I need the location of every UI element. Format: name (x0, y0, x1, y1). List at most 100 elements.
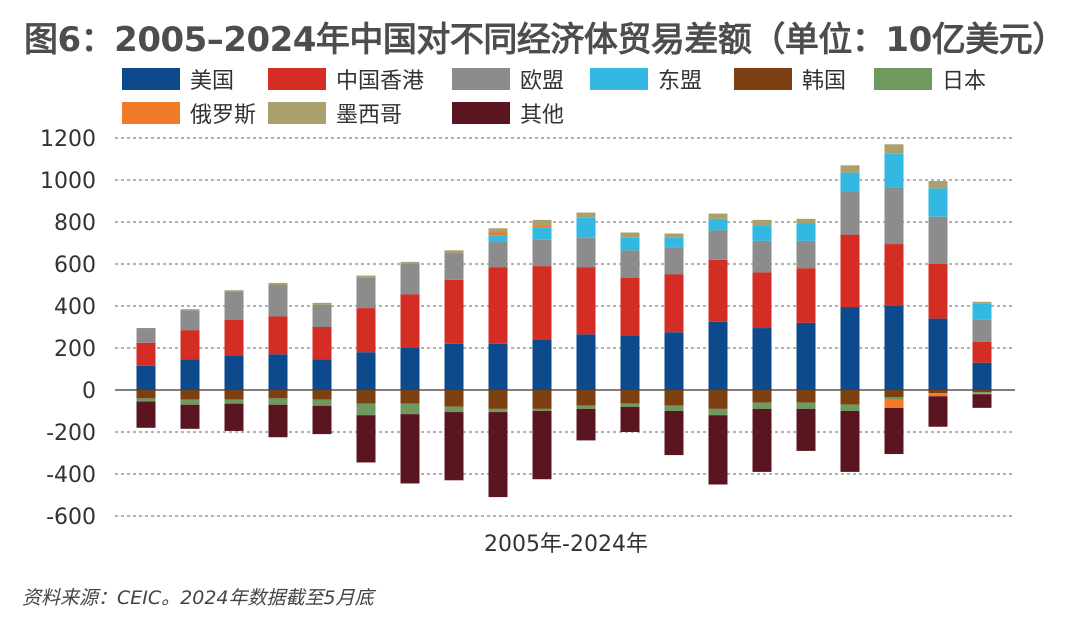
legend-item: 日本 (874, 66, 986, 94)
bar-segment (884, 153, 904, 188)
bar-segment (972, 394, 992, 408)
legend-label: 美国 (190, 69, 235, 94)
bar-segment (840, 390, 860, 405)
bar-segment (796, 218, 816, 224)
bar-segment (224, 291, 244, 320)
bar-segment (752, 272, 772, 329)
bar-segment (840, 411, 860, 472)
bar-segment (180, 390, 200, 400)
bar-segment (972, 393, 992, 395)
bar-segment (268, 282, 288, 285)
bar-segment (400, 403, 420, 415)
bar-segment (488, 241, 508, 268)
bar-segment (312, 302, 332, 305)
legend-label: 欧盟 (520, 69, 565, 94)
bar-segment (136, 401, 156, 428)
y-tick-label: 800 (54, 211, 96, 236)
bar-segment (620, 403, 640, 407)
bar-segment (488, 235, 508, 242)
legend-swatch (452, 102, 510, 124)
y-tick-label: -600 (46, 505, 96, 530)
legend-label: 东盟 (658, 69, 703, 94)
bar-segment (356, 403, 376, 416)
bar-segment (312, 304, 332, 327)
x-axis-label: 2005年-2024年 (484, 532, 648, 557)
bar-segment (796, 390, 816, 403)
bar-segment (620, 250, 640, 278)
bar-segment (444, 406, 464, 413)
bar-segment (884, 187, 904, 245)
bar-segment (136, 342, 156, 366)
bar-segment (620, 335, 640, 390)
bar-segment (664, 390, 684, 406)
bar-segment (444, 279, 464, 344)
bar-segment (136, 328, 156, 343)
bar-segment (796, 223, 816, 241)
bar-segment (180, 310, 200, 331)
bar-segment (752, 390, 772, 403)
bar-segment (400, 294, 420, 348)
bar-segment (444, 253, 464, 280)
bar-segment (752, 328, 772, 390)
legend-label: 韩国 (802, 69, 847, 94)
bar-segment (136, 365, 156, 390)
bar-segment (136, 398, 156, 402)
bar-segment (224, 290, 244, 292)
bar-segment (224, 399, 244, 404)
bar-segment (180, 359, 200, 390)
bar-segment (356, 277, 376, 309)
bar-segment (576, 408, 596, 441)
bar-segment (312, 405, 332, 435)
bar-segment (356, 390, 376, 404)
bar-segment (796, 322, 816, 390)
bar-segment (884, 407, 904, 455)
legend-swatch (122, 68, 180, 90)
bar-segment (180, 330, 200, 360)
bar-segment (444, 390, 464, 407)
legend-item: 俄罗斯 (122, 100, 256, 128)
bar-segment (664, 405, 684, 411)
bar-segment (620, 277, 640, 336)
bar-segment (136, 390, 156, 399)
y-tick-label: 1000 (40, 169, 96, 194)
bar-segment (488, 390, 508, 409)
legend-item: 墨西哥 (268, 100, 403, 128)
bar-segment (488, 412, 508, 498)
legend-swatch (452, 68, 510, 90)
bar-segment (312, 359, 332, 390)
bar-segment (884, 144, 904, 154)
legend-label: 墨西哥 (336, 103, 403, 128)
bar-segment (840, 307, 860, 390)
bar-segment (400, 348, 420, 390)
bar-segment (928, 390, 948, 394)
bar-segment (664, 411, 684, 456)
bar-segment (664, 332, 684, 390)
bar-segment (664, 274, 684, 333)
bar-segment (752, 408, 772, 472)
bar-segment (972, 392, 992, 394)
legend-swatch (268, 68, 326, 90)
bar-segment (620, 237, 640, 251)
bar-segment (400, 414, 420, 484)
bar-segment (664, 237, 684, 248)
bar-segment (268, 398, 288, 405)
bar-segment (400, 261, 420, 264)
bar-segment (356, 275, 376, 278)
bar-segment (312, 390, 332, 400)
bar-segment (532, 219, 552, 226)
bar-segment (400, 390, 420, 404)
bar-segment (840, 172, 860, 192)
bar-segment (972, 362, 992, 390)
bar-segment (664, 247, 684, 275)
bar-segment (884, 306, 904, 390)
bar-segment (708, 415, 728, 485)
bar-segment (840, 165, 860, 173)
bar-segment (444, 412, 464, 481)
bar-segment (708, 230, 728, 260)
bar-segment (928, 396, 948, 427)
bar-segment (576, 237, 596, 268)
bar-segment (532, 390, 552, 409)
bar-segment (268, 316, 288, 355)
legend-item: 韩国 (734, 66, 847, 94)
bar-segment (884, 390, 904, 398)
